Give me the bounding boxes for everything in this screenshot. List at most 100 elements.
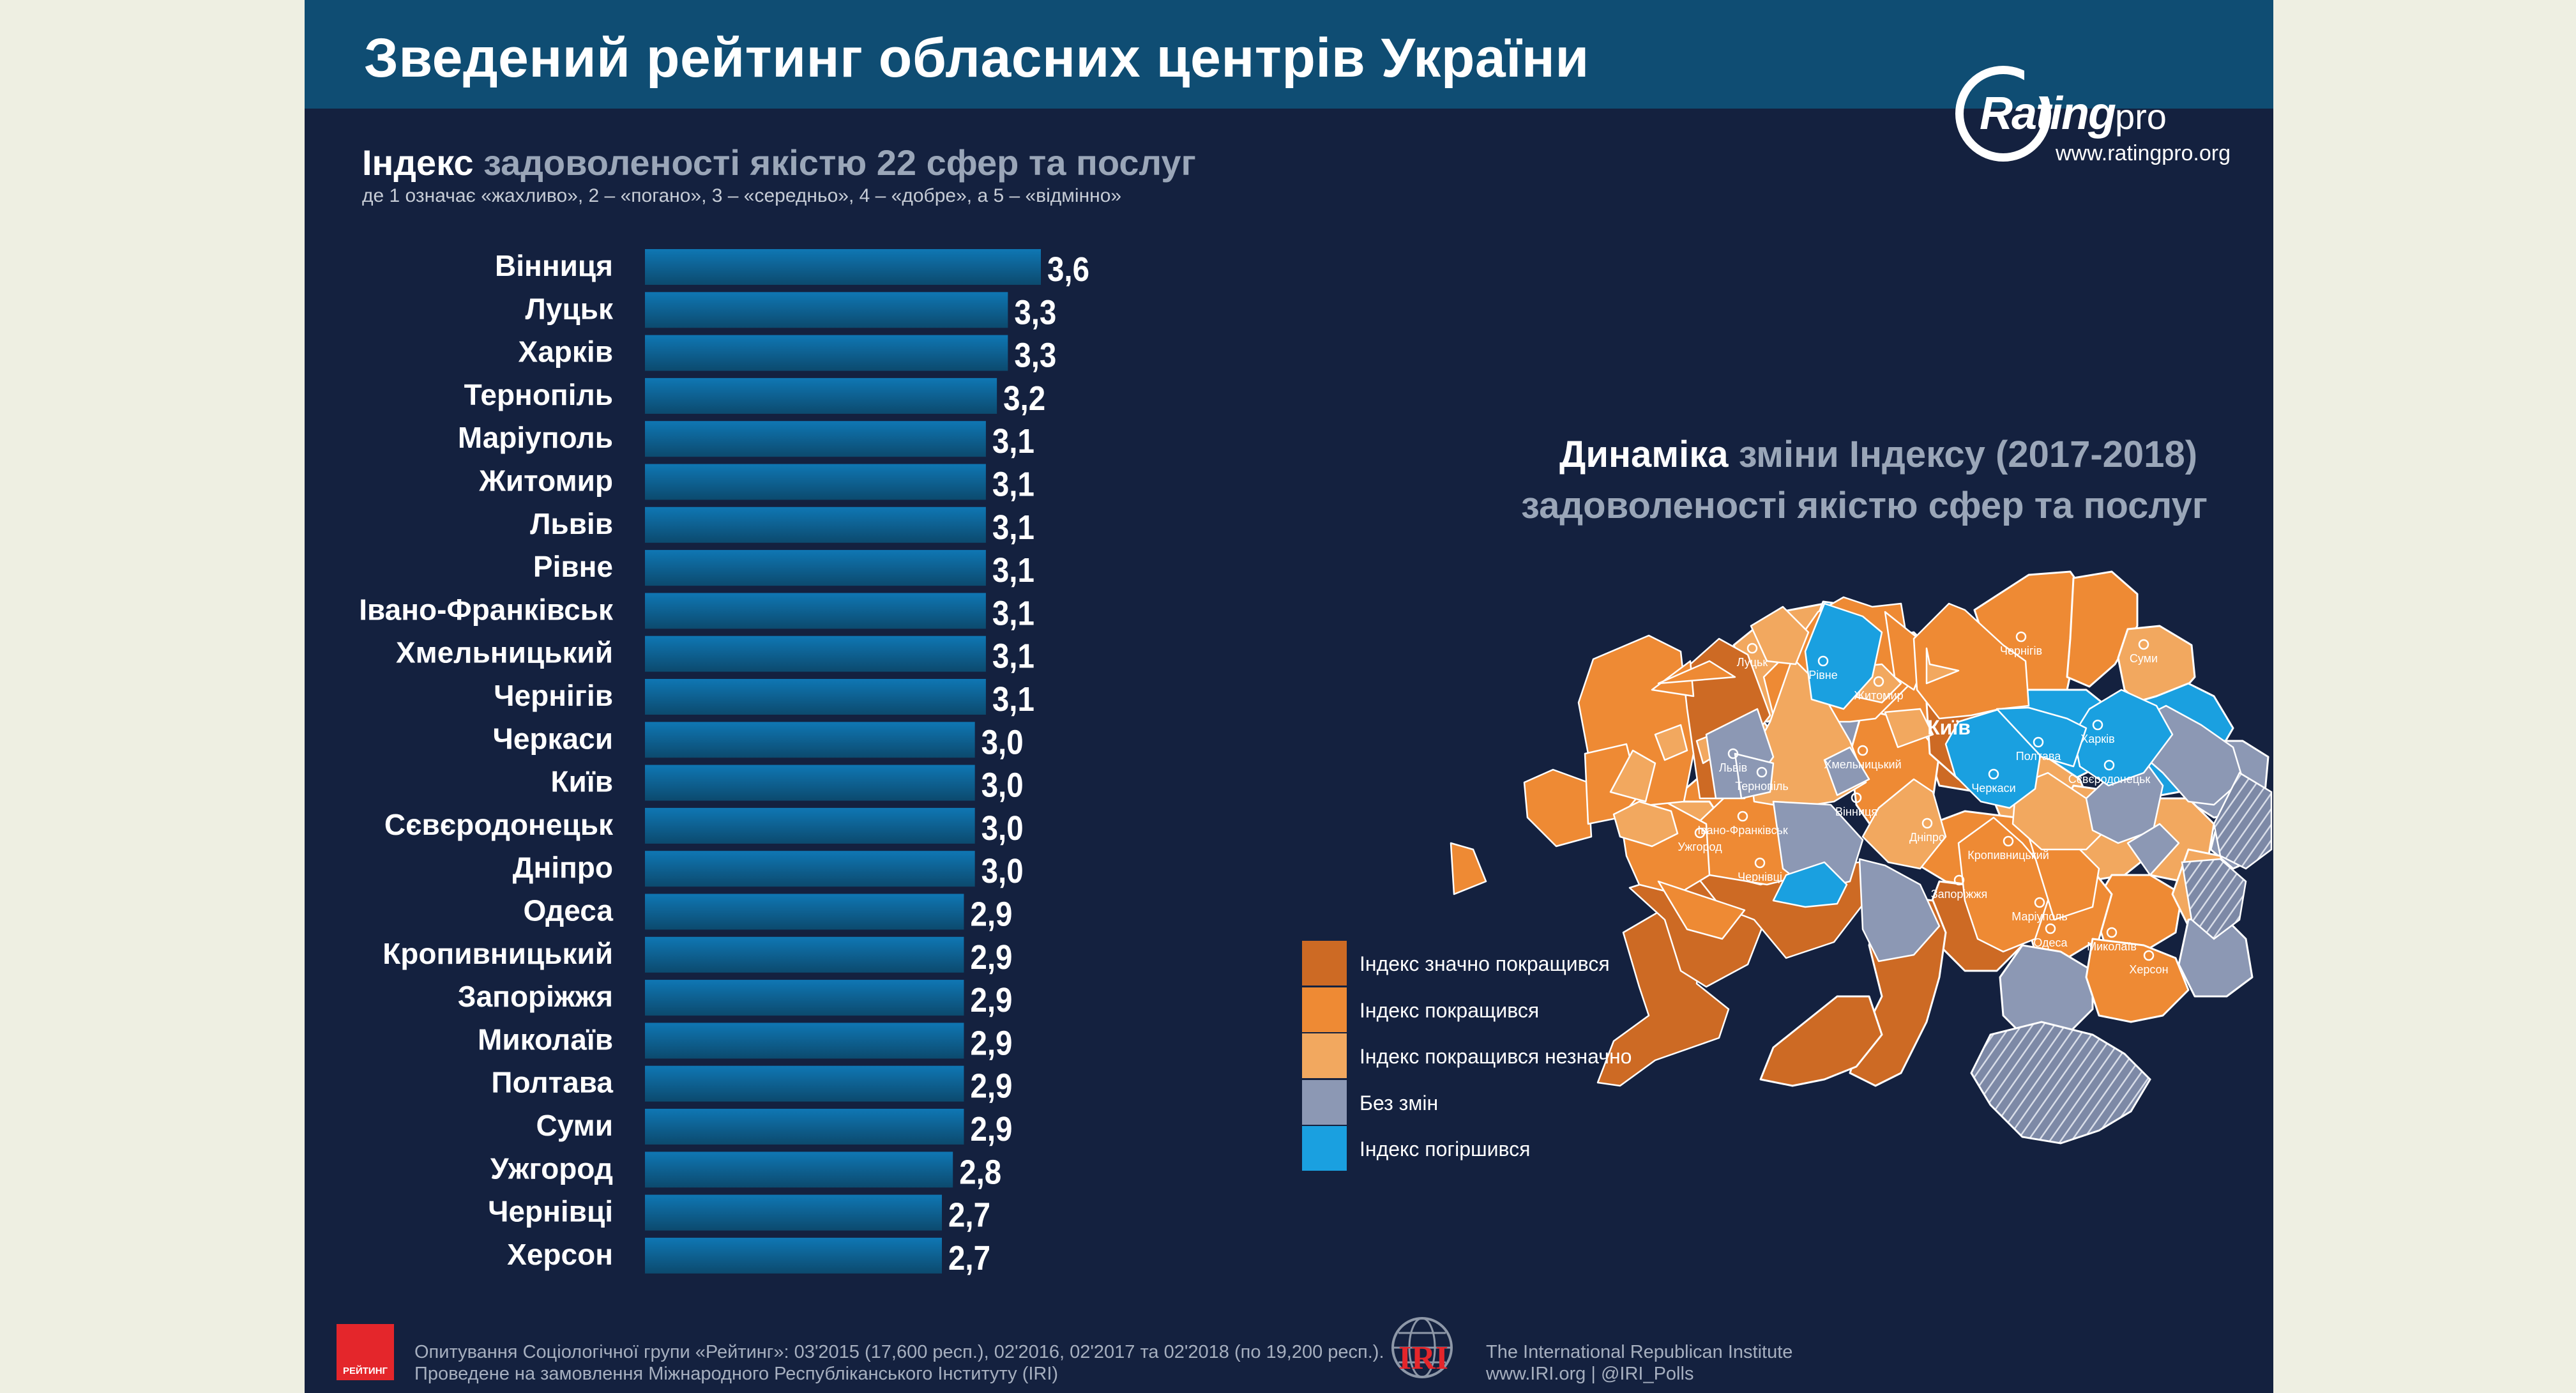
map-region-details: [1450, 596, 2244, 1087]
city-marker: [1754, 857, 1766, 869]
city-label: Херсон: [2129, 963, 2168, 976]
bar-category-label: Херсон: [507, 1238, 613, 1271]
bar-category-label: Вінниця: [495, 249, 613, 282]
bar: [645, 936, 964, 973]
scale-note: де 1 означає «жахливо», 2 – «погано», 3 …: [362, 185, 1122, 206]
city-label: Полтава: [2016, 750, 2061, 763]
logo-suffix: pro: [2114, 96, 2167, 137]
bar-category-label: Маріуполь: [458, 421, 613, 454]
occupied-east-region: [2213, 772, 2273, 870]
legend-label: Індекс погіршився: [1360, 1138, 1531, 1161]
bar-value-label: 2,9: [970, 981, 1012, 1019]
logo-url: www.ratingpro.org: [2056, 141, 2231, 165]
map-region: [1657, 880, 1746, 940]
map-region: [1925, 647, 1960, 685]
map-region: [1609, 749, 1656, 803]
city-marker: [2106, 927, 2118, 938]
bar: [645, 292, 1008, 328]
bar-value-label: 2,7: [948, 1239, 990, 1277]
crimea-region: [1970, 1021, 2151, 1145]
bar: [645, 550, 986, 586]
bar-category-label: Івано-Франківськ: [359, 593, 614, 626]
bar-value-label: 3,1: [992, 422, 1034, 461]
map-city-labels: Луцьк Рівне Житомир Київ Чернігів Суми Харків П…: [1678, 631, 2169, 976]
bar: [645, 1023, 964, 1059]
ukraine-map: Луцьк Рівне Житомир Київ Чернігів Суми Харків П…: [1450, 570, 2273, 1145]
bar-value-label: 3,6: [1047, 250, 1089, 289]
city-marker: [2103, 759, 2115, 771]
bar-value-label: 2,9: [970, 895, 1012, 934]
city-marker: [2033, 736, 2044, 748]
bar: [645, 464, 986, 500]
map-region: [1654, 724, 1688, 761]
city-label: Ужгород: [1678, 841, 1722, 853]
footer-sponsor-line: Проведене на замовлення Міжнародного Рес…: [414, 1364, 1059, 1384]
city-marker: [1873, 676, 1884, 687]
bar-value-label: 2,9: [970, 938, 1012, 977]
bar-category-label: Запоріжжя: [458, 980, 613, 1013]
map-region: [1861, 778, 1947, 870]
bar: [645, 807, 975, 844]
bar-value-label: 3,1: [992, 637, 1034, 676]
bar: [645, 421, 986, 457]
legend-swatch: [1302, 987, 1347, 1032]
city-label: Львів: [1719, 761, 1747, 774]
city-marker: [1988, 768, 1999, 780]
map-title-strong: Динаміка: [1559, 434, 1729, 475]
legend-label: Індекс покращився: [1360, 998, 1540, 1022]
bar-chart: Вінниця 3,6 Луцьк 3,3 Харків 3,3 Тернопіль 3,2 М…: [359, 249, 1089, 1277]
bar-value-label: 3,1: [992, 594, 1034, 632]
city-label: Одеса: [2033, 936, 2068, 949]
bar-value-label: 3,1: [992, 551, 1034, 590]
rating-group-logo: РЕЙТИНГ: [337, 1324, 394, 1380]
legend-swatch: [1302, 1126, 1347, 1171]
bar-category-label: Рівне: [533, 550, 613, 583]
map-region: [2126, 823, 2180, 876]
bar-value-label: 2,9: [970, 1067, 1012, 1106]
bar: [645, 335, 1008, 371]
iri-contacts: www.IRI.org | @IRI_Polls: [1486, 1364, 1694, 1384]
city-marker: [1817, 655, 1829, 667]
map-region: [1734, 752, 1775, 800]
city-marker: [1953, 874, 1965, 886]
city-marker: [2138, 639, 2149, 650]
bar-value-label: 3,0: [981, 723, 1024, 761]
bar-value-label: 3,2: [1003, 379, 1045, 418]
map-region: [1750, 605, 1810, 666]
map-region: [1957, 816, 2056, 953]
bar: [645, 722, 975, 758]
map-subtitle: задоволеності якістю сфер та послуг: [1521, 485, 2208, 526]
city-marker: [2034, 897, 2045, 908]
legend-label: Без змін: [1360, 1091, 1439, 1115]
bar-category-label: Черкаси: [493, 722, 613, 755]
map-region: [1759, 995, 1883, 1087]
chart-subtitle: Індекс задоволеності якістю 22 сфер та п…: [362, 142, 1196, 183]
city-label: Суми: [2130, 652, 2158, 665]
city-label: Харків: [2080, 733, 2114, 745]
bar-category-label: Тернопіль: [464, 378, 613, 411]
bar-category-label: Хмельницький: [396, 636, 613, 669]
city-label: Миколаїв: [2087, 940, 2137, 953]
map-region: [1450, 842, 1487, 895]
bar: [645, 593, 986, 629]
bar: [645, 506, 986, 543]
map-title: Динаміка зміни Індексу (2017-2018): [1559, 433, 2197, 476]
city-label: Вінниця: [1835, 805, 1877, 818]
legend-swatch: [1302, 941, 1347, 986]
city-label: Дніпро: [1909, 831, 1945, 844]
chart-subtitle-rest: задоволеності якістю 22 сфер та послуг: [473, 142, 1196, 183]
city-label: Рівне: [1808, 669, 1838, 681]
logo-brand: Rating: [1980, 88, 2116, 139]
bar: [645, 1065, 964, 1102]
bar-value-label: 3,0: [981, 809, 1024, 848]
bar: [645, 980, 964, 1016]
city-marker: [2015, 631, 2027, 643]
legend-swatch: [1302, 1033, 1347, 1078]
bar: [645, 765, 975, 801]
bar-category-label: Чернівці: [488, 1195, 613, 1228]
map-region: [1996, 706, 2087, 768]
legend-label: Індекс покращився незначно: [1360, 1045, 1632, 1068]
title-band: Зведений рейтинг обласних центрів Україн…: [305, 0, 2273, 109]
city-label: Маріуполь: [2012, 910, 2067, 923]
map-region: [1772, 861, 1848, 908]
